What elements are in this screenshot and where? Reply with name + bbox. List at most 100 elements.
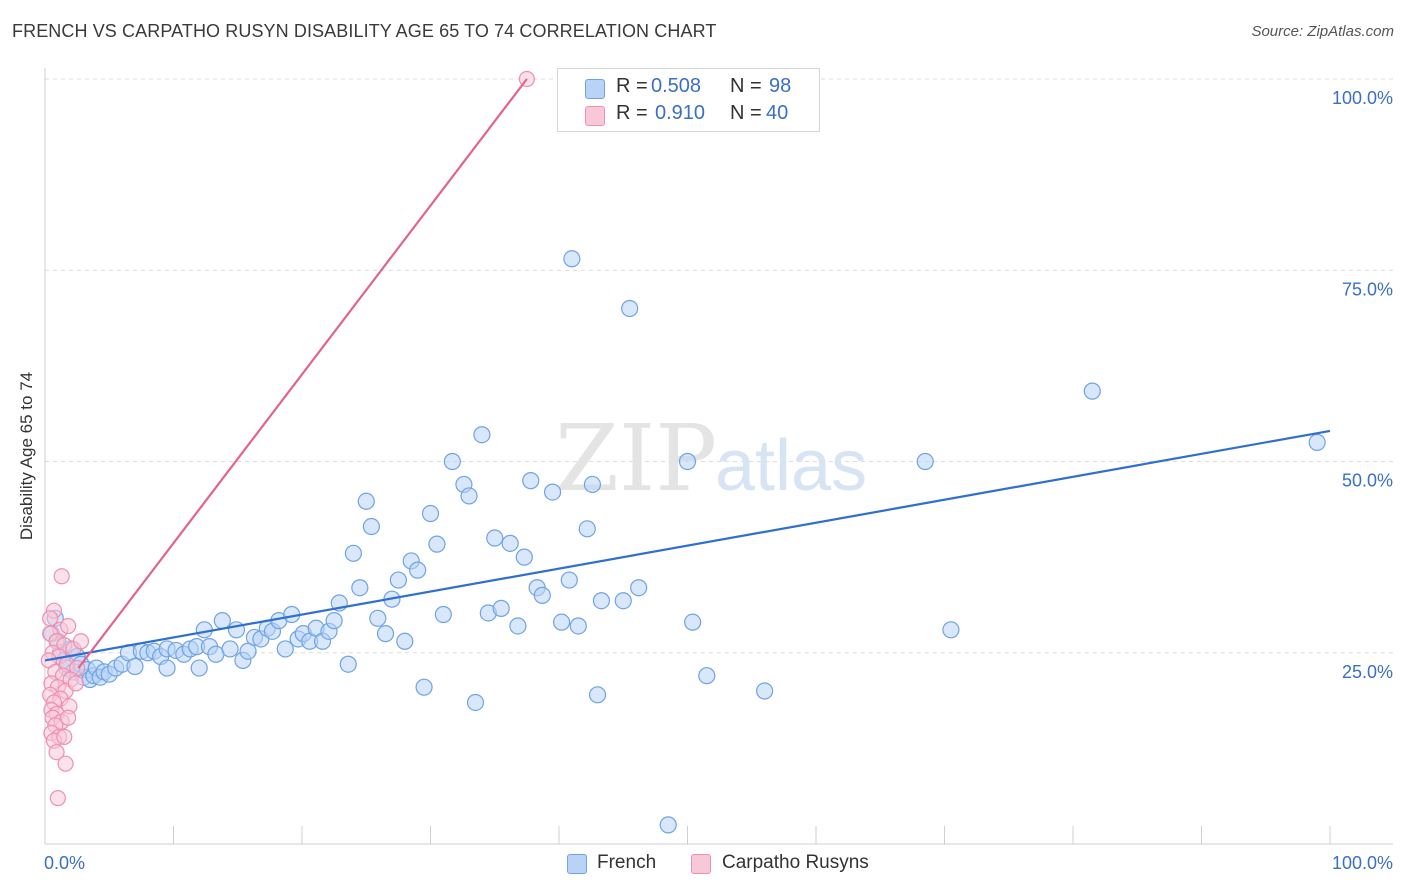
- data-points: [40, 70, 1326, 834]
- y-tick-label: 75.0%: [1342, 279, 1393, 299]
- rusyn-point: [56, 728, 73, 746]
- french-point: [659, 816, 677, 834]
- french-point: [621, 299, 639, 318]
- tick-labels: 25.0% 50.0% 75.0% 100.0% 0.0% 100.0%: [44, 88, 1393, 873]
- french-point: [415, 678, 433, 696]
- french-point: [473, 426, 491, 444]
- rusyn-point: [42, 610, 59, 627]
- french-point: [583, 475, 602, 494]
- rusyn-point: [57, 755, 74, 772]
- y-tick-label: 100.0%: [1332, 88, 1393, 108]
- french-point: [126, 657, 144, 676]
- rusyn-point: [67, 675, 84, 692]
- watermark-atlas: atlas: [715, 426, 867, 506]
- french-point: [421, 504, 440, 523]
- french-point: [195, 621, 213, 639]
- french-trend-line: [44, 429, 1331, 662]
- french-point: [239, 642, 257, 660]
- french-point: [678, 452, 697, 471]
- french-point: [614, 592, 632, 610]
- bottom-legend-french: French: [597, 852, 657, 873]
- french-point: [543, 483, 562, 501]
- french-point: [578, 520, 596, 538]
- rusyn-point: [49, 789, 66, 807]
- french-point: [942, 621, 960, 639]
- legend-n-value: 98: [769, 75, 792, 97]
- y-axis-title: Disability Age 65 to 74: [17, 371, 36, 541]
- french-point: [1308, 433, 1326, 451]
- rusyn-point: [60, 617, 77, 635]
- french-point: [533, 586, 551, 604]
- legend: R = 0.508 N = 98 R = 0.910 N = 40: [557, 68, 820, 132]
- french-point: [190, 659, 208, 677]
- french-point: [428, 535, 446, 553]
- legend-n-value: 40: [766, 102, 789, 124]
- legend-swatch-rusyn: [585, 106, 605, 126]
- french-point: [344, 544, 362, 562]
- french-point: [522, 472, 540, 490]
- bottom-legend-swatch-french: [567, 854, 587, 874]
- rusyn-point: [53, 568, 70, 585]
- french-point: [552, 613, 571, 631]
- french-point: [698, 667, 716, 685]
- french-point: [409, 561, 427, 579]
- french-point: [630, 579, 648, 597]
- trend-lines: [44, 78, 1331, 669]
- y-tick-label: 25.0%: [1342, 662, 1393, 682]
- french-point: [362, 517, 380, 536]
- x-tick-label: 0.0%: [44, 853, 85, 873]
- french-point: [492, 599, 510, 617]
- x-tick-label: 100.0%: [1332, 853, 1393, 873]
- legend-n-label: N =: [730, 102, 762, 124]
- french-point: [376, 625, 395, 643]
- legend-r-label: R =: [616, 102, 648, 124]
- rusyn-trend-line: [77, 78, 528, 669]
- french-point: [443, 452, 461, 471]
- legend-r-value: 0.910: [655, 102, 706, 124]
- french-point: [501, 534, 519, 552]
- bottom-legend-rusyn: Carpatho Rusyns: [722, 852, 869, 873]
- french-point: [588, 686, 607, 704]
- french-point: [592, 592, 611, 610]
- french-point: [466, 693, 485, 712]
- french-point: [213, 612, 231, 630]
- rusyn-point: [48, 744, 65, 761]
- chart-title: FRENCH VS CARPATHO RUSYN DISABILITY AGE …: [12, 21, 717, 41]
- french-point: [684, 613, 702, 631]
- french-point: [434, 605, 452, 624]
- french-point: [369, 609, 387, 627]
- rusyn-point: [60, 709, 77, 726]
- y-tick-label: 50.0%: [1342, 471, 1393, 491]
- french-point: [569, 617, 587, 635]
- french-point: [509, 617, 527, 635]
- bottom-legend-swatch-rusyn: [691, 854, 711, 874]
- french-point: [755, 682, 774, 700]
- legend-n-label: N =: [730, 75, 762, 97]
- grid-lines: [45, 78, 1393, 654]
- french-point: [563, 250, 581, 268]
- french-point: [515, 548, 533, 566]
- legend-r-value: 0.508: [651, 75, 702, 97]
- french-point: [221, 640, 239, 658]
- french-point: [916, 452, 934, 471]
- legend-row-rusyn: R = 0.910 N = 40: [558, 102, 819, 126]
- french-point: [1083, 382, 1101, 400]
- french-point: [357, 492, 375, 510]
- french-point: [460, 487, 478, 505]
- french-point: [560, 571, 578, 589]
- legend-r-label: R =: [616, 75, 648, 97]
- rusyn-point: [72, 633, 90, 650]
- french-point: [389, 571, 407, 589]
- watermark: ZIP atlas: [555, 405, 867, 512]
- french-point: [158, 659, 176, 677]
- legend-row-french: R = 0.508 N = 98: [558, 75, 819, 99]
- french-point: [325, 612, 343, 630]
- french-point: [351, 579, 369, 597]
- french-point: [396, 632, 414, 650]
- french-point: [276, 640, 294, 658]
- legend-swatch-french: [585, 79, 605, 99]
- source-label: Source: ZipAtlas.com: [1251, 23, 1394, 40]
- french-point: [339, 655, 357, 673]
- french-point: [486, 529, 504, 547]
